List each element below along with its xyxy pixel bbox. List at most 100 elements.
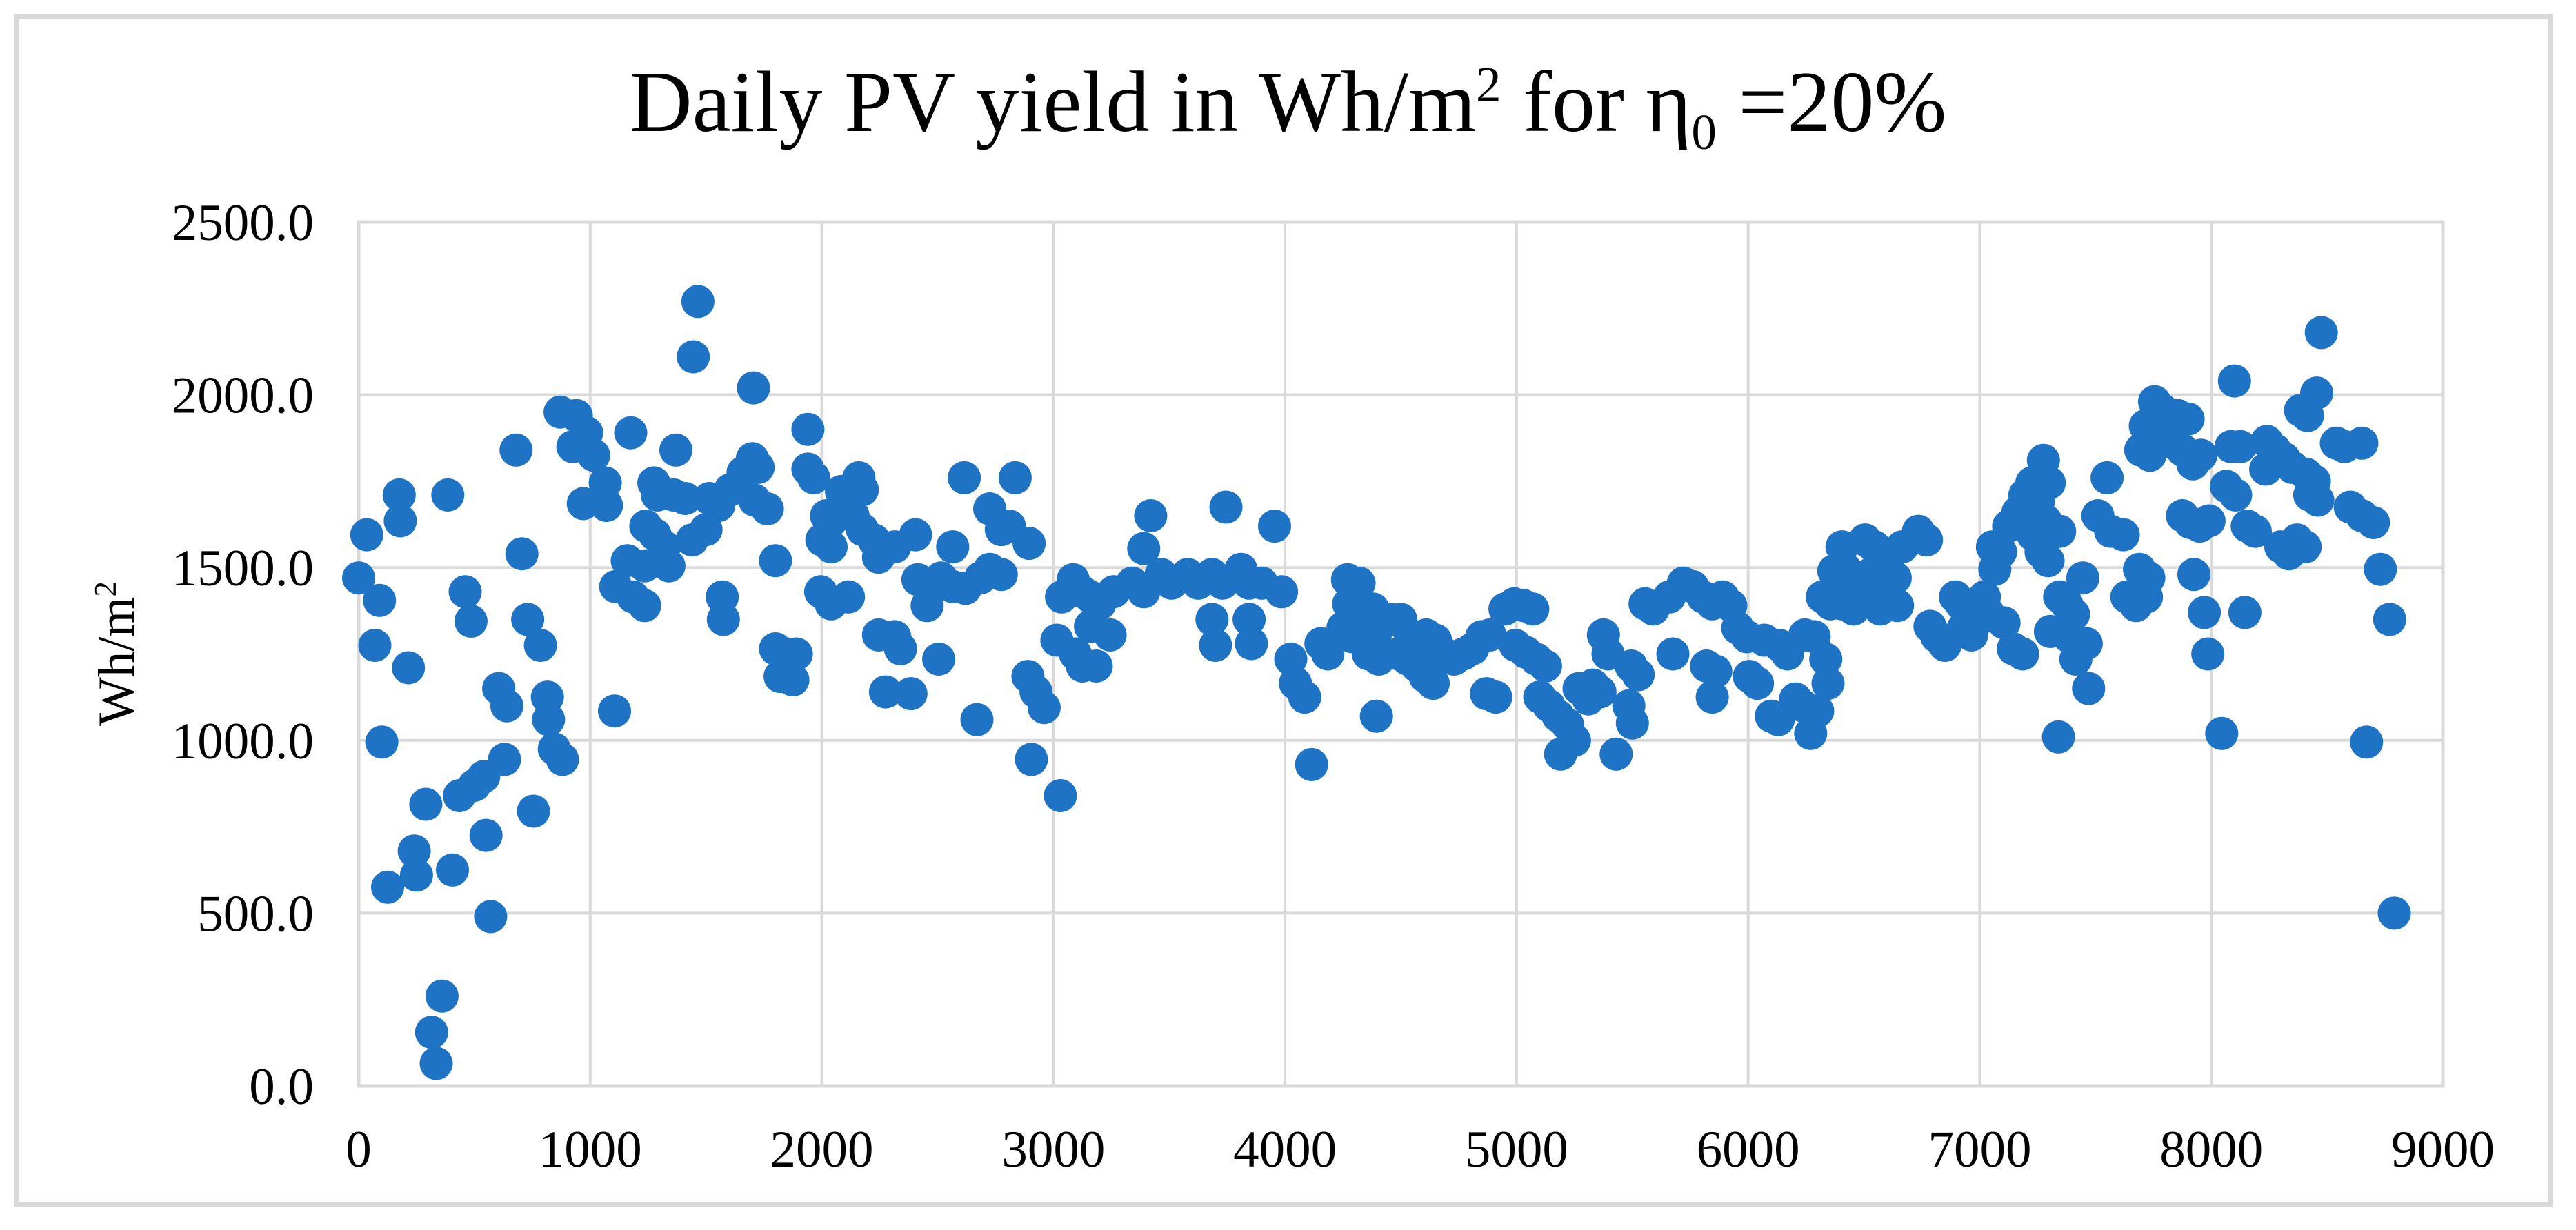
y-tick-label: 500.0 (197, 885, 314, 942)
data-point (517, 794, 550, 828)
data-point (523, 629, 557, 662)
data-point (1235, 627, 1268, 661)
data-point (1656, 637, 1690, 671)
data-point (614, 416, 648, 450)
data-point (1258, 510, 1291, 543)
data-point (2350, 725, 2384, 759)
chart-title: Daily PV yield in Wh/m2 for η0 =20% (0, 57, 2576, 161)
data-point (1621, 658, 1655, 692)
data-point (2192, 504, 2226, 538)
data-point (2090, 461, 2124, 494)
y-tick-label: 0.0 (249, 1058, 314, 1116)
y-tick-label: 2000.0 (172, 367, 314, 425)
data-point (681, 285, 715, 319)
data-point (1044, 779, 1077, 812)
data-point (2177, 558, 2210, 592)
data-point (1127, 532, 1161, 565)
data-point (948, 461, 981, 494)
data-point (454, 604, 488, 638)
data-point (1811, 667, 1845, 700)
data-point (791, 412, 825, 446)
data-point (1359, 699, 1393, 733)
data-point (894, 677, 928, 711)
data-point (2171, 402, 2205, 436)
data-point (490, 689, 523, 723)
data-point (1599, 737, 1633, 771)
data-point (590, 489, 623, 522)
data-point (1557, 723, 1591, 757)
x-tick-label: 0 (346, 1121, 372, 1178)
data-point (505, 537, 539, 571)
data-point (1311, 637, 1345, 671)
data-point (1265, 575, 1299, 609)
data-point (350, 518, 383, 552)
data-point (577, 438, 610, 472)
data-point (815, 530, 848, 564)
data-point (1195, 603, 1229, 636)
data-point (1583, 675, 1617, 709)
data-point (922, 643, 956, 676)
data-point (2184, 438, 2218, 472)
data-point (409, 787, 443, 821)
data-point (2301, 483, 2335, 517)
data-point (2006, 637, 2039, 671)
data-point (358, 629, 392, 662)
data-point (677, 340, 710, 374)
x-tick-label: 7000 (1928, 1121, 2031, 1178)
data-point (1741, 667, 1775, 700)
x-tick-label: 6000 (1697, 1121, 1800, 1178)
data-point (1209, 490, 1243, 524)
data-point (2219, 478, 2253, 512)
data-point (1295, 747, 1328, 781)
data-point (2217, 364, 2251, 398)
data-point (425, 979, 459, 1013)
data-point (415, 1016, 448, 1049)
data-point (2205, 716, 2239, 750)
data-point (474, 900, 508, 934)
data-point (779, 637, 813, 671)
chart-title-subscript: 0 (1691, 104, 1717, 161)
data-point (2345, 426, 2379, 460)
y-tick-label: 1500.0 (172, 540, 314, 597)
data-point (659, 433, 692, 467)
data-point (1093, 618, 1127, 652)
x-tick-label: 8000 (2159, 1121, 2263, 1178)
data-point (1809, 643, 1843, 676)
data-point (392, 651, 426, 685)
x-tick-label: 9000 (2391, 1121, 2495, 1178)
data-point (469, 818, 503, 852)
y-tick-label: 2500.0 (172, 194, 314, 252)
data-point (2224, 430, 2257, 463)
data-point (419, 1047, 453, 1080)
data-point (776, 663, 810, 697)
data-point (431, 478, 465, 512)
data-point (1881, 589, 1915, 623)
data-point (2069, 627, 2103, 661)
data-point (2132, 561, 2166, 595)
data-point (2043, 514, 2077, 548)
data-point (532, 703, 566, 736)
data-point (960, 703, 994, 736)
data-point (363, 583, 397, 617)
data-point (2228, 596, 2262, 629)
x-tick-label: 2000 (770, 1121, 874, 1178)
y-tick-label: 1000.0 (172, 713, 314, 770)
data-point (2188, 596, 2221, 629)
x-tick-label: 1000 (539, 1121, 642, 1178)
data-point (371, 870, 404, 904)
chart-title-superscript: 2 (1475, 57, 1501, 112)
data-point (741, 450, 775, 484)
data-point (448, 575, 482, 609)
data-point (759, 544, 792, 578)
data-point (1984, 535, 2017, 569)
data-point (1987, 606, 2021, 640)
data-point (628, 589, 661, 623)
chart-title-mid: for η (1501, 54, 1692, 150)
data-point (1695, 680, 1729, 714)
figure-border (14, 14, 2553, 1207)
data-point (488, 743, 521, 776)
data-point (436, 853, 469, 887)
data-point (899, 518, 932, 552)
data-point (846, 473, 879, 507)
